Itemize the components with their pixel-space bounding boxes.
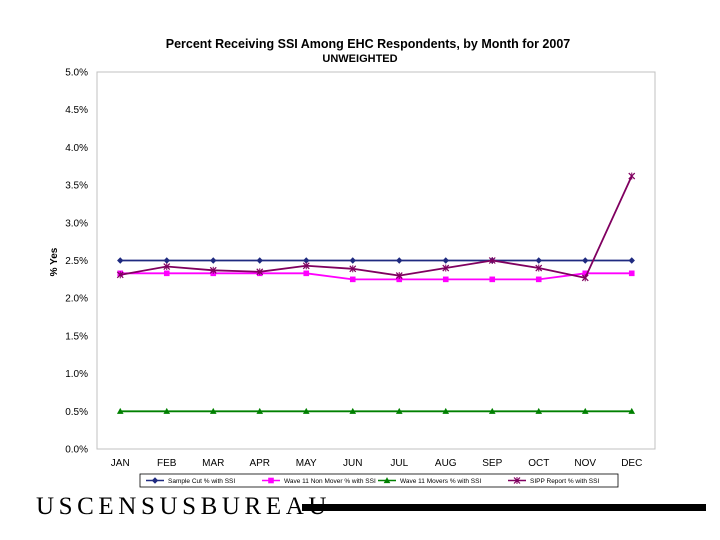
x-tick-label: DEC — [621, 458, 642, 469]
data-point — [488, 257, 496, 264]
x-tick-label: MAY — [296, 458, 317, 469]
data-point — [256, 268, 264, 276]
series-line — [120, 175, 633, 279]
data-point — [628, 270, 635, 277]
data-point — [628, 407, 636, 414]
x-tick-label: AUG — [435, 458, 457, 469]
data-point — [396, 276, 403, 283]
x-tick-label: JUL — [390, 458, 408, 469]
data-point — [628, 257, 635, 264]
data-point — [582, 270, 589, 277]
data-point — [442, 264, 450, 272]
data-point — [116, 271, 124, 279]
y-tick-label: 5.0% — [65, 68, 88, 79]
data-point — [349, 407, 357, 414]
data-point — [442, 257, 449, 264]
series-4 — [116, 172, 636, 282]
y-tick-label: 1.0% — [65, 369, 88, 380]
data-point — [117, 257, 124, 264]
footer-rule — [302, 504, 706, 511]
data-point — [303, 257, 310, 264]
legend-label: Sample Cut % with SSI — [168, 478, 235, 485]
data-point — [256, 407, 264, 414]
data-point — [581, 274, 589, 282]
data-point — [349, 257, 356, 264]
legend-item: Sample Cut % with SSI — [146, 477, 235, 485]
data-point — [488, 407, 496, 414]
legend-label: SIPP Report % with SSI — [530, 478, 599, 485]
legend-label: Wave 11 Movers % with SSI — [400, 478, 481, 485]
data-point — [442, 407, 450, 414]
data-point — [535, 276, 542, 283]
x-tick-label: JUN — [343, 458, 362, 469]
data-point — [210, 257, 217, 264]
x-tick-label: MAR — [202, 458, 224, 469]
y-tick-label: 0.0% — [65, 445, 88, 456]
data-point — [442, 276, 449, 283]
data-point — [256, 257, 263, 264]
chart-subtitle: UNWEIGHTED — [322, 53, 397, 65]
x-tick-label: JAN — [111, 458, 130, 469]
y-tick-label: 4.0% — [65, 143, 88, 154]
y-tick-label: 2.5% — [65, 256, 88, 267]
y-tick-label: 3.5% — [65, 181, 88, 192]
data-point — [535, 257, 542, 264]
legend-marker — [268, 477, 274, 484]
data-point — [303, 270, 310, 277]
data-point — [209, 266, 217, 274]
chart-title: Percent Receiving SSI Among EHC Responde… — [166, 37, 571, 51]
y-axis: 0.0% 0.5% 1.0% 1.5% 2.0% 2.5% 3.0% 3.5% 4.0% 4.5%… — [65, 68, 88, 456]
legend-marker — [151, 477, 159, 484]
legend-marker — [383, 477, 391, 484]
data-point — [582, 257, 589, 264]
x-tick-label: SEP — [482, 458, 502, 469]
x-tick-label: OCT — [528, 458, 549, 469]
legend-item: Wave 11 Non Mover % with SSI — [262, 477, 376, 485]
data-point — [302, 262, 310, 270]
y-tick-label: 4.5% — [65, 105, 88, 116]
y-tick-label: 1.5% — [65, 331, 88, 342]
census-bureau-logo: USCENSUSBUREAU — [36, 493, 332, 520]
data-point — [163, 263, 171, 271]
legend-marker — [513, 477, 521, 484]
data-point — [163, 270, 170, 277]
x-tick-label: NOV — [574, 458, 596, 469]
data-point — [349, 265, 357, 273]
y-axis-title: % Yes — [49, 247, 60, 276]
data-point — [535, 407, 543, 414]
data-point — [535, 264, 543, 272]
legend-label: Wave 11 Non Mover % with SSI — [284, 478, 376, 485]
data-point — [163, 407, 171, 414]
data-point — [581, 407, 589, 414]
data-point — [395, 407, 403, 414]
y-tick-label: 2.0% — [65, 294, 88, 305]
series-layer — [116, 172, 636, 414]
x-tick-label: APR — [249, 458, 270, 469]
x-tick-label: FEB — [157, 458, 177, 469]
data-point — [396, 257, 403, 264]
legend-item: Wave 11 Movers % with SSI — [378, 477, 481, 485]
legend: Sample Cut % with SSI Wave 11 Non Mover %… — [139, 473, 619, 488]
data-point — [395, 272, 403, 280]
data-point — [628, 172, 636, 180]
data-point — [302, 407, 310, 414]
data-point — [163, 257, 170, 264]
data-point — [489, 276, 496, 283]
data-point — [349, 276, 356, 283]
data-point — [209, 407, 217, 414]
legend-item: SIPP Report % with SSI — [508, 477, 599, 485]
x-axis: JAN FEB MAR APR MAY JUN JUL AUG SEP OCT NOV DEC — [111, 458, 643, 469]
y-tick-label: 0.5% — [65, 407, 88, 418]
footer: USCENSUSBUREAU — [36, 492, 706, 522]
data-point — [116, 407, 124, 414]
series-line — [120, 272, 632, 281]
series-3 — [116, 407, 636, 414]
y-tick-label: 3.0% — [65, 218, 88, 229]
